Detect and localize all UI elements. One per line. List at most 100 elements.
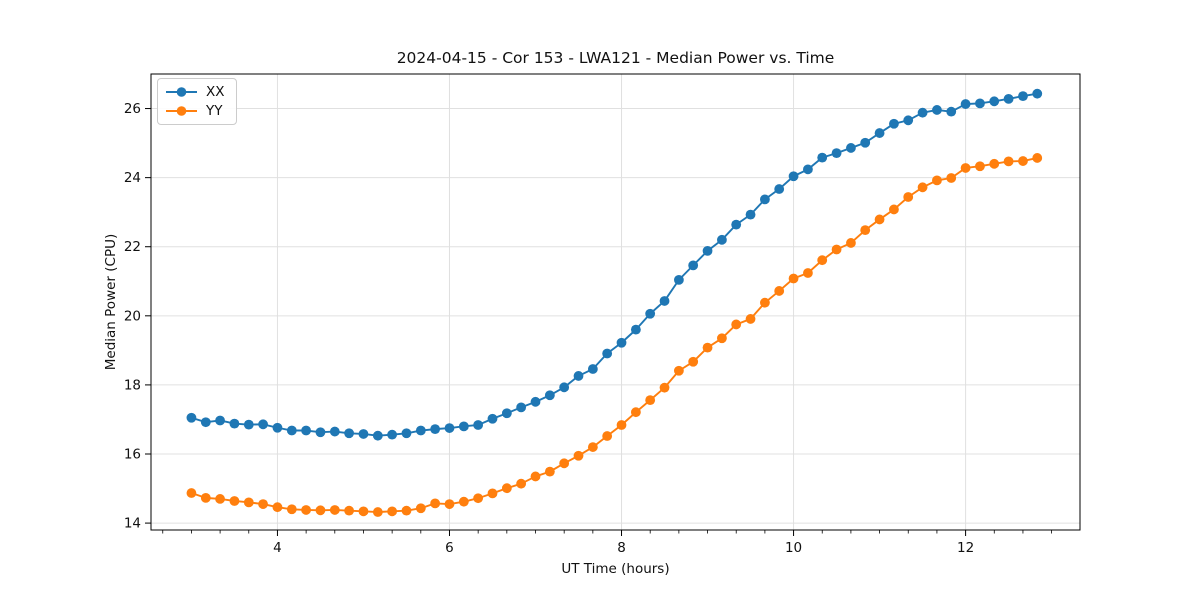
data-point-xx (229, 418, 240, 429)
data-point-yy (960, 163, 971, 173)
data-point-xx (458, 421, 469, 432)
data-point-xx (286, 425, 297, 436)
data-point-yy (688, 356, 699, 367)
data-point-xx (344, 428, 355, 439)
y-tick-label: 22 (124, 239, 141, 255)
data-point-xx (774, 184, 785, 194)
yy-line-marker-swatch (166, 106, 197, 116)
data-point-xx (717, 234, 727, 245)
data-point-yy (358, 506, 369, 517)
data-point-yy (444, 499, 455, 509)
data-point-yy (559, 458, 570, 469)
legend-item-xx: XX (165, 84, 225, 100)
data-point-yy (1003, 156, 1014, 167)
y-tick-label: 20 (124, 308, 141, 324)
data-point-xx (358, 429, 369, 439)
x-axis-label: UT Time (hours) (561, 561, 670, 577)
data-point-yy (645, 395, 656, 406)
data-point-yy (673, 365, 684, 376)
x-tick-label: 8 (617, 540, 626, 556)
data-point-xx (473, 420, 484, 430)
data-point-xx (659, 296, 670, 306)
data-point-xx (760, 194, 770, 205)
data-point-yy (272, 502, 283, 513)
data-point-xx (975, 98, 985, 109)
data-point-xx (803, 164, 813, 175)
data-point-yy (774, 286, 785, 296)
data-point-yy (788, 273, 799, 284)
data-point-yy (630, 407, 641, 418)
data-point-xx (745, 209, 756, 220)
y-tick-label: 14 (124, 516, 141, 532)
data-point-xx (831, 148, 842, 159)
data-point-yy (243, 497, 254, 508)
data-point-yy (1032, 153, 1043, 163)
data-point-yy (430, 498, 441, 509)
data-point-yy (286, 504, 297, 515)
data-point-xx (688, 260, 699, 271)
data-point-yy (516, 478, 527, 489)
legend-item-yy: YY (165, 103, 225, 119)
data-point-xx (645, 308, 656, 319)
data-point-xx (215, 415, 225, 426)
data-point-xx (501, 408, 512, 419)
data-point-xx (544, 390, 555, 401)
data-point-xx (889, 118, 899, 129)
data-point-xx (516, 402, 527, 413)
data-point-xx (372, 430, 383, 441)
data-point-yy (831, 244, 842, 255)
y-tick-label: 16 (124, 447, 141, 463)
data-point-yy (530, 471, 541, 482)
data-point-xx (917, 107, 928, 118)
data-point-xx (1003, 93, 1014, 104)
data-point-xx (960, 99, 971, 109)
data-point-xx (846, 143, 856, 153)
data-point-xx (673, 274, 684, 285)
data-point-xx (630, 324, 641, 335)
axes-border (150, 73, 1081, 531)
data-point-yy (229, 496, 240, 506)
data-point-xx (903, 115, 914, 126)
data-point-yy (932, 175, 942, 186)
data-point-xx (200, 417, 211, 428)
data-point-yy (387, 506, 398, 517)
data-point-yy (587, 442, 598, 452)
data-point-yy (874, 214, 885, 225)
data-point-xx (932, 105, 942, 115)
data-point-yy (544, 466, 555, 477)
data-point-yy (573, 450, 584, 461)
data-point-xx (559, 382, 570, 393)
legend-label-xx: XX (206, 84, 225, 100)
series-line-xx (191, 92, 1038, 437)
data-point-xx (817, 152, 828, 163)
y-tick-label: 26 (124, 101, 141, 117)
data-point-yy (501, 483, 512, 494)
data-point-xx (444, 423, 455, 433)
xx-line-marker-swatch (166, 87, 197, 97)
data-point-yy (717, 333, 727, 344)
data-point-xx (186, 412, 197, 423)
data-point-yy (989, 158, 1000, 169)
data-point-xx (731, 219, 742, 230)
data-point-yy (903, 192, 914, 202)
data-point-yy (344, 505, 355, 516)
data-point-yy (258, 499, 268, 509)
data-point-yy (329, 505, 340, 515)
data-point-yy (487, 488, 498, 499)
data-point-xx (702, 245, 713, 256)
data-point-yy (1018, 156, 1028, 166)
data-point-xx (415, 425, 426, 436)
data-point-xx (329, 426, 340, 437)
data-point-yy (659, 382, 670, 393)
data-point-xx (387, 429, 398, 440)
data-point-yy (860, 225, 871, 236)
data-point-xx (430, 424, 441, 435)
data-point-xx (272, 422, 283, 433)
data-point-yy (415, 503, 426, 514)
data-point-yy (846, 238, 856, 248)
legend-label-yy: YY (206, 103, 223, 119)
data-point-xx (587, 364, 598, 374)
data-point-xx (487, 413, 498, 424)
